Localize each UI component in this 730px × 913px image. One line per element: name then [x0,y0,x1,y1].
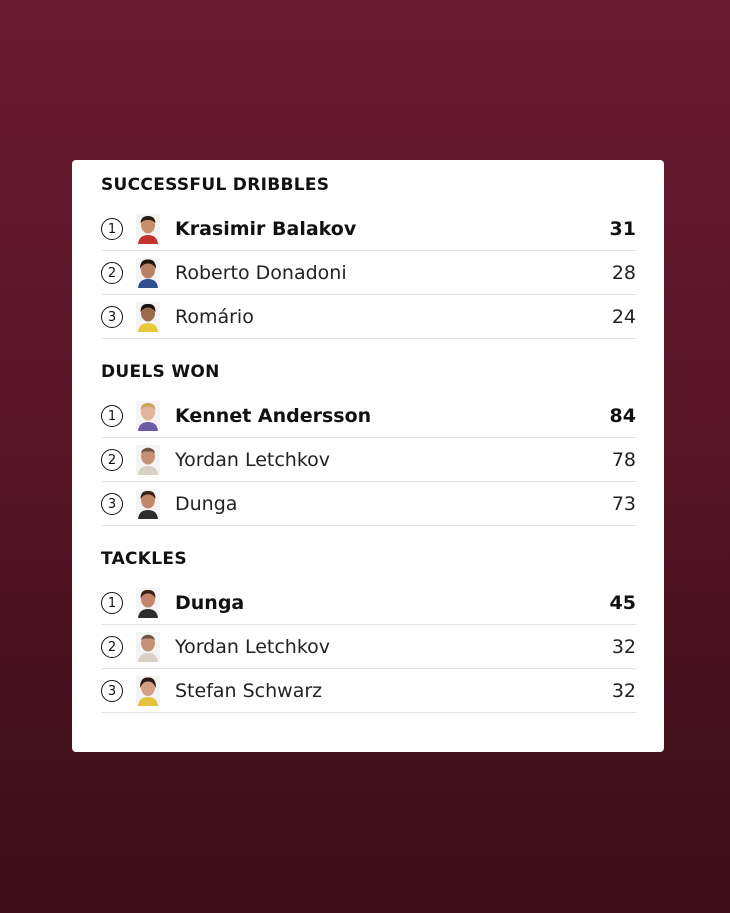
stat-value: 73 [611,493,636,515]
table-row: 3 Romário 24 [101,296,636,339]
rank-badge: 2 [101,636,123,658]
rank-badge: 2 [101,449,123,471]
player-name: Roberto Donadoni [175,262,347,284]
stat-value: 31 [609,218,636,240]
stat-value: 28 [611,262,636,284]
rank-badge: 1 [101,405,123,427]
player-name: Stefan Schwarz [175,680,323,702]
rank-badge: 1 [101,218,123,240]
table-row: 1 Krasimir Balakov 31 [101,208,636,251]
stat-value: 84 [609,405,636,427]
section-title: SUCCESSFUL DRIBBLES [101,175,330,195]
stat-value: 45 [609,592,636,614]
stat-value: 32 [611,680,636,702]
player-name: Romário [175,306,254,328]
player-name: Yordan Letchkov [175,636,331,658]
player-avatar-icon [136,302,160,332]
player-avatar-icon [136,401,160,431]
section-title: TACKLES [101,549,187,569]
stat-value: 32 [611,636,636,658]
rank-badge: 2 [101,262,123,284]
player-avatar-icon [136,588,160,618]
player-avatar-icon [136,676,160,706]
player-avatar-icon [136,632,160,662]
table-row: 2 Yordan Letchkov 32 [101,626,636,669]
player-avatar-icon [136,214,160,244]
rank-badge: 3 [101,680,123,702]
section-duels-won: DUELS WON 1 Kennet Andersson 84 2 Yordan… [101,361,636,526]
section-title: DUELS WON [101,362,220,382]
section-successful-dribbles: SUCCESSFUL DRIBBLES 1 Krasimir Balakov 3… [101,174,636,339]
stats-card: SUCCESSFUL DRIBBLES 1 Krasimir Balakov 3… [72,160,664,752]
player-avatar-icon [136,445,160,475]
stat-value: 78 [611,449,636,471]
rank-badge: 1 [101,592,123,614]
table-row: 2 Yordan Letchkov 78 [101,439,636,482]
rank-badge: 3 [101,493,123,515]
table-row: 2 Roberto Donadoni 28 [101,252,636,295]
stat-value: 24 [611,306,636,328]
player-name: Dunga [175,592,245,614]
table-row: 3 Stefan Schwarz 32 [101,670,636,713]
player-avatar-icon [136,489,160,519]
table-row: 1 Kennet Andersson 84 [101,395,636,438]
table-row: 1 Dunga 45 [101,582,636,625]
player-name: Yordan Letchkov [175,449,331,471]
player-avatar-icon [136,258,160,288]
section-tackles: TACKLES 1 Dunga 45 2 Yordan Letchkov 32 [101,548,636,713]
player-name: Krasimir Balakov [175,218,357,240]
table-row: 3 Dunga 73 [101,483,636,526]
rank-badge: 3 [101,306,123,328]
player-name: Dunga [175,493,238,515]
player-name: Kennet Andersson [175,405,372,427]
